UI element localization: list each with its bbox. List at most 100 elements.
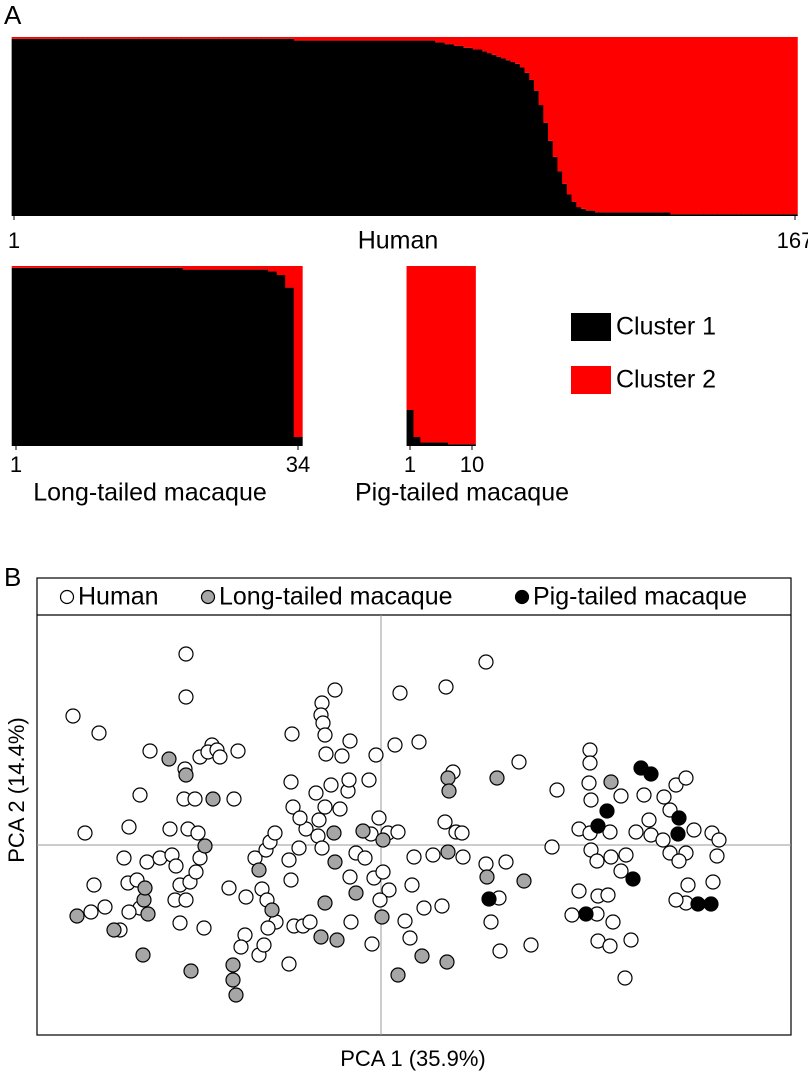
bar-segment [792, 214, 798, 216]
bar-segment [171, 37, 177, 39]
bar-segment [510, 62, 516, 217]
bar-segment [182, 266, 192, 270]
bar-segment [115, 37, 121, 39]
bar-segment [543, 37, 549, 123]
point [478, 856, 494, 872]
point [455, 849, 471, 865]
x-axis-label: Human [358, 227, 439, 255]
bar-segment [30, 37, 36, 39]
bar-segment [693, 214, 699, 216]
point [137, 880, 153, 896]
bar-segment [427, 266, 435, 443]
bar-segment [157, 38, 163, 216]
bar-segment [609, 37, 615, 213]
bar-segment [623, 212, 629, 216]
point [162, 821, 178, 837]
bar-segment [308, 37, 314, 41]
bar-segment [21, 38, 27, 216]
point [438, 679, 454, 695]
bar-segment [122, 266, 132, 268]
bar-segment [378, 37, 384, 41]
bar-segment [114, 266, 124, 268]
point [260, 920, 276, 936]
bar-segment [129, 38, 135, 216]
bar-segment [270, 38, 276, 216]
point [680, 877, 696, 893]
bar-segment [97, 267, 107, 446]
bar-segment [345, 37, 351, 41]
point [348, 885, 364, 901]
point [329, 932, 345, 948]
point [603, 774, 619, 790]
bar-segment [209, 37, 215, 39]
bar-segment [383, 40, 389, 216]
bar-segment [11, 266, 21, 268]
bar-segment [152, 38, 158, 216]
bar-segment [482, 51, 488, 216]
bar-segment [707, 37, 714, 215]
point [116, 850, 132, 866]
bar-segment [500, 58, 507, 217]
point [690, 896, 706, 912]
point [302, 914, 318, 930]
point [711, 832, 727, 848]
bar-segment [698, 214, 704, 216]
bar-segment [256, 37, 262, 39]
legend-marker [514, 589, 530, 605]
bar-segment [233, 269, 243, 446]
bar-segment [684, 214, 690, 216]
bar-segment [165, 266, 175, 268]
bar-segment [259, 266, 269, 270]
bar-segment [25, 37, 31, 39]
point [392, 685, 408, 701]
bar-segment [491, 37, 497, 55]
point [197, 838, 213, 854]
bar-segment [411, 40, 417, 216]
bar-segment [331, 40, 337, 216]
point [132, 787, 148, 803]
bar-segment [434, 266, 442, 443]
bar-segment [284, 38, 290, 216]
bar-segment [689, 214, 695, 216]
bar-segment [449, 44, 455, 216]
point [317, 727, 333, 743]
bar-segment [486, 53, 492, 216]
point [390, 824, 406, 840]
bar-segment [216, 269, 226, 446]
point [441, 783, 457, 799]
bar-segment [703, 37, 709, 215]
point [327, 854, 343, 870]
bar-segment [505, 37, 511, 61]
point [671, 810, 687, 826]
bar-segment [242, 37, 248, 39]
bar-segment [174, 266, 184, 268]
bar-segment [37, 267, 47, 446]
bar-segment [37, 266, 47, 268]
bar-segment [792, 37, 798, 215]
bar-segment [174, 267, 184, 446]
point [178, 646, 194, 662]
x-tick-label: 10 [460, 452, 484, 477]
point [314, 840, 330, 856]
point [97, 899, 113, 915]
bar-segment [755, 214, 761, 216]
point [311, 812, 327, 828]
bar-segment [340, 37, 347, 41]
bar-segment [698, 37, 704, 215]
bar-segment [276, 275, 286, 446]
point [187, 791, 203, 807]
bar-segment [646, 212, 652, 216]
point [578, 906, 594, 922]
bar-segment [298, 37, 304, 41]
bar-segment [63, 37, 69, 39]
point [671, 853, 687, 869]
bar-segment [783, 37, 789, 215]
bar-segment [191, 269, 201, 446]
bar-segment [679, 37, 685, 215]
bar-segment [199, 269, 209, 446]
bar-segment [623, 37, 629, 213]
bar-segment [755, 37, 761, 215]
point [205, 791, 221, 807]
bar-segment [88, 267, 98, 446]
bar-segment [199, 266, 209, 270]
